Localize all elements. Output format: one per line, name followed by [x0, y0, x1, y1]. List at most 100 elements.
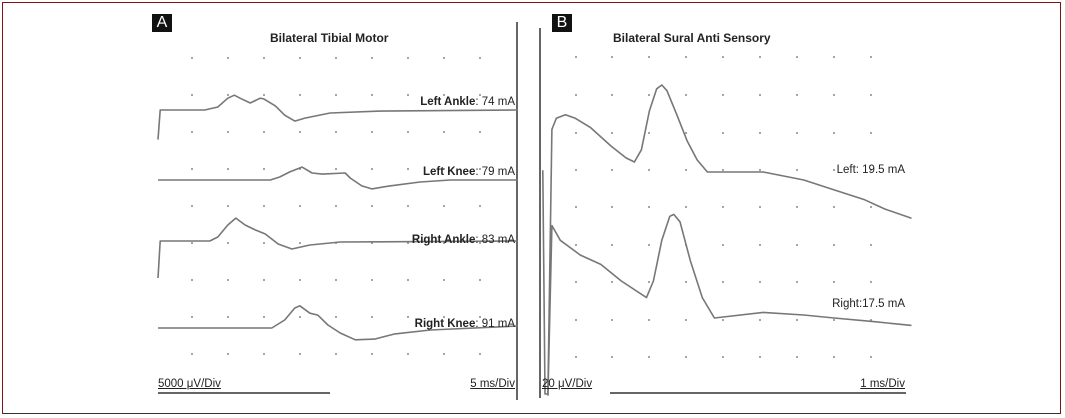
grid-dot [407, 242, 409, 244]
grid-dot [611, 94, 613, 96]
grid-dot [796, 132, 798, 134]
grid-dot [443, 131, 445, 133]
grid-dot [407, 168, 409, 170]
grid-dot [191, 94, 193, 96]
grid-dot [685, 169, 687, 171]
grid-dot [371, 353, 373, 355]
grid-dot [870, 56, 872, 58]
grid-dot [263, 353, 265, 355]
grid-dot [833, 94, 835, 96]
grid-dot [263, 57, 265, 59]
grid-dot [407, 205, 409, 207]
grid-dot [611, 169, 613, 171]
grid-dot [299, 353, 301, 355]
grid-dot [443, 205, 445, 207]
grid-dot [263, 131, 265, 133]
grid-dot [685, 281, 687, 283]
grid-dot [648, 319, 650, 321]
trace-label-left-knee: Left Knee: 79 mA [422, 166, 515, 178]
grid-dot [611, 319, 613, 321]
grid-dot [191, 131, 193, 133]
grid-dot [335, 168, 337, 170]
grid-dot [263, 316, 265, 318]
grid-dot [796, 169, 798, 171]
grid-dot [648, 56, 650, 58]
panel-label-a: A [152, 14, 172, 32]
grid-dot [759, 132, 761, 134]
grid-dot [759, 206, 761, 208]
grid-dot [722, 206, 724, 208]
grid-dot [759, 356, 761, 358]
grid-dot [479, 168, 481, 170]
trace-left [542, 84, 912, 395]
grid-dot [796, 319, 798, 321]
grid-dot [870, 94, 872, 96]
grid-dot [611, 244, 613, 246]
grid-dot [335, 316, 337, 318]
grid-dot [191, 353, 193, 355]
grid-dot [335, 94, 337, 96]
grid-dot [833, 281, 835, 283]
grid-dot [611, 56, 613, 58]
grid-dot [722, 281, 724, 283]
grid-dot [685, 319, 687, 321]
grid-dot [263, 205, 265, 207]
grid-dot [759, 56, 761, 58]
grid-dot [407, 57, 409, 59]
grid-dot [299, 279, 301, 281]
grid-dot [870, 244, 872, 246]
grid-dot [648, 281, 650, 283]
grid-dot [407, 131, 409, 133]
grid-dot [685, 206, 687, 208]
grid-dot [443, 353, 445, 355]
grid-dot [407, 279, 409, 281]
grid-dot [191, 57, 193, 59]
grid-dot [371, 279, 373, 281]
grid-dot [479, 205, 481, 207]
grid-dot [870, 132, 872, 134]
grid-dot [870, 356, 872, 358]
panel-b-time-scale: 1 ms/Div [860, 378, 905, 390]
grid-dot [335, 279, 337, 281]
grid-dot [407, 353, 409, 355]
grid-dot [227, 131, 229, 133]
grid-dot [371, 57, 373, 59]
grid-dot [191, 279, 193, 281]
panel-label-b: B [552, 14, 572, 32]
grid-dot [227, 57, 229, 59]
grid-dot [796, 56, 798, 58]
grid-dot [191, 316, 193, 318]
grid-dot [227, 205, 229, 207]
panel-b-title: Bilateral Sural Anti Sensory [613, 31, 771, 45]
grid-dot [335, 205, 337, 207]
grid-dot [833, 319, 835, 321]
trace-right-ankle [157, 217, 519, 279]
grid-dot [575, 281, 577, 283]
grid-dot [833, 169, 835, 171]
grid-dot [759, 94, 761, 96]
trace-left-knee [158, 166, 518, 190]
grid-dot [648, 132, 650, 134]
grid-dot [575, 56, 577, 58]
panel-a-time-scale: 5 ms/Div [470, 378, 515, 390]
grid-dot [575, 94, 577, 96]
grid-dot [870, 281, 872, 283]
panel-b-amplitude-scale: 20 μV/Div [542, 378, 593, 390]
grid-dot [870, 169, 872, 171]
grid-dot [299, 57, 301, 59]
grid-dot [833, 56, 835, 58]
grid-dot [227, 353, 229, 355]
grid-dot [685, 356, 687, 358]
grid-dot [443, 57, 445, 59]
grid-dot [611, 206, 613, 208]
grid-dot [722, 94, 724, 96]
grid-dot [299, 205, 301, 207]
grid-dot [796, 281, 798, 283]
grid-dot [759, 169, 761, 171]
grid-dot [263, 279, 265, 281]
grid-dot [722, 356, 724, 358]
grid-dot [796, 244, 798, 246]
grid-dot [575, 169, 577, 171]
